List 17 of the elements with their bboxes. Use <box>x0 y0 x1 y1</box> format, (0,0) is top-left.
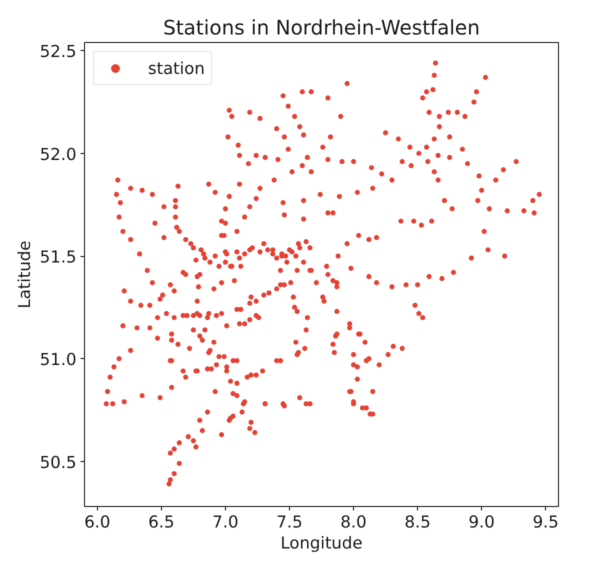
x-tick-label: 7.5 <box>276 512 303 532</box>
legend-label: station <box>148 58 205 78</box>
x-tick-label: 8.5 <box>404 512 431 532</box>
x-tick-label: 7.0 <box>212 512 239 532</box>
y-tick-label: 50.5 <box>40 452 77 472</box>
y-axis-title: Latitude <box>14 240 34 308</box>
x-tick-label: 9.0 <box>468 512 495 532</box>
chart-title: Stations in Nordrhein-Westfalen <box>163 16 480 40</box>
x-tick-label: 6.0 <box>84 512 110 532</box>
y-tick-label: 51.5 <box>40 248 77 267</box>
x-axis-title: Longitude <box>280 534 363 552</box>
x-tick-label: 6.5 <box>148 512 174 532</box>
y-tick-label: 51.0 <box>40 350 77 370</box>
y-tick-label: 52.5 <box>40 42 77 62</box>
x-tick-label: 8.0 <box>340 512 367 532</box>
x-tick-label: 9.5 <box>532 512 559 532</box>
y-tick-label: 52.0 <box>40 144 77 164</box>
